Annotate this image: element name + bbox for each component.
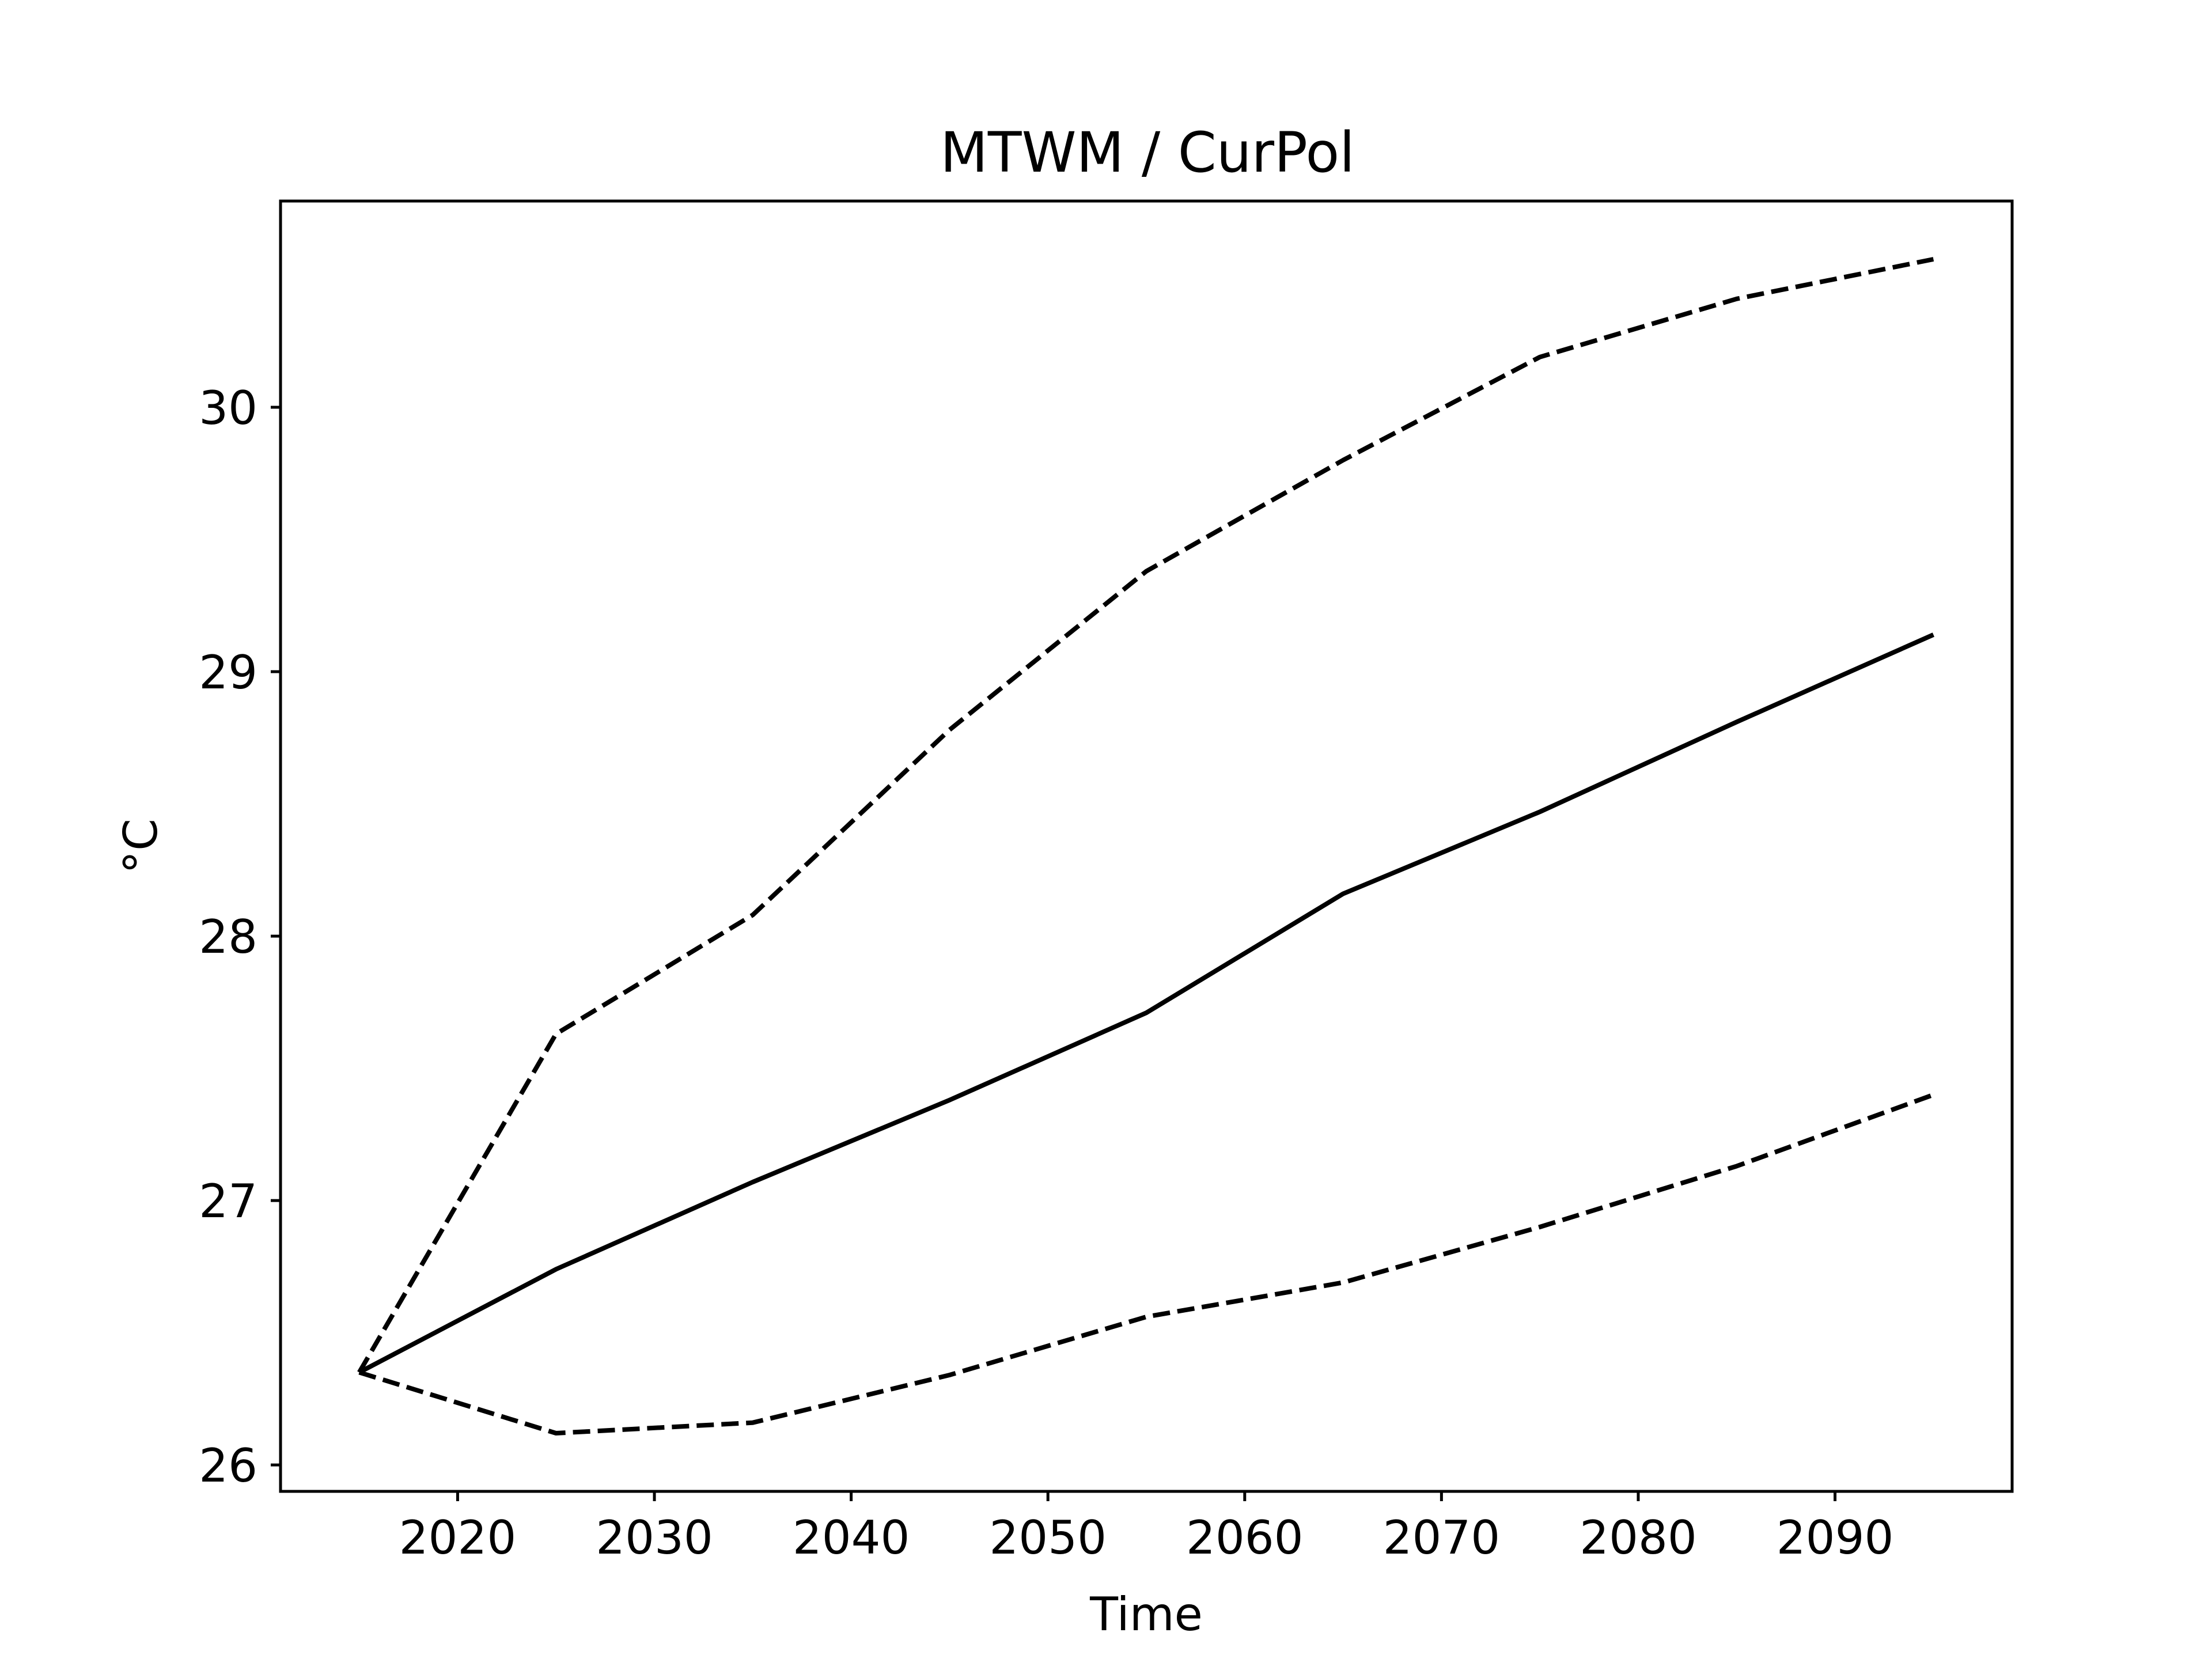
x-tick-label: 2080 [1580,1511,1697,1565]
x-tick-label: 2020 [399,1511,517,1565]
y-axis-label: °C [114,819,168,874]
y-tick-label: 26 [199,1439,257,1493]
x-axis-label: Time [1089,1588,1203,1641]
y-tick-label: 29 [199,646,257,699]
x-tick-label: 2030 [596,1511,713,1565]
series-layer [357,257,1935,1435]
series-line-1 [357,257,1934,1374]
y-tick-label: 30 [199,381,257,435]
x-tick-label: 2070 [1383,1511,1501,1565]
plot-frame [279,199,2014,1493]
y-tick-label: 28 [199,910,257,964]
series-line-2 [358,632,1935,1374]
x-tick-label: 2090 [1777,1511,1894,1565]
x-tick-label: 2060 [1186,1511,1304,1565]
chart-title: MTWM / CurPol [940,120,1355,185]
x-tick-label: 2050 [989,1511,1107,1565]
series-line-3 [358,1092,1934,1435]
y-axis: 26 27 28 29 30 [199,381,281,1493]
x-axis: 2020 2030 2040 2050 2060 2070 2080 2090 [399,1491,1894,1565]
y-tick-label: 27 [199,1175,257,1228]
x-tick-label: 2040 [793,1511,910,1565]
